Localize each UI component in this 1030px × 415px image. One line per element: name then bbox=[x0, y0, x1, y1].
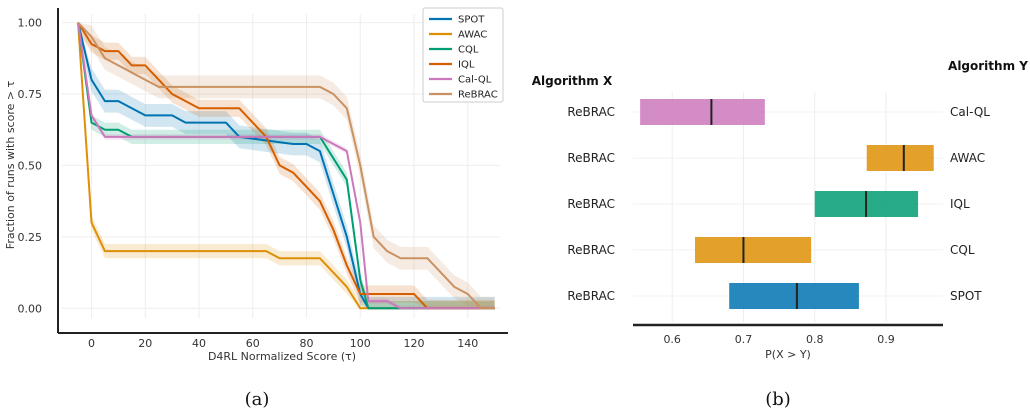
a-line-cal-ql bbox=[77, 22, 495, 310]
a-y-tick-label: 0.75 bbox=[18, 88, 43, 101]
a-y-tick-labels: 0.00 0.25 0.50 0.75 1.00 bbox=[18, 17, 43, 316]
b-algorithm-y-label: SPOT bbox=[950, 289, 982, 303]
a-y-tick-label: 0.50 bbox=[18, 159, 43, 172]
a-legend-label: CQL bbox=[458, 45, 479, 56]
a-line-awac bbox=[77, 22, 495, 310]
b-algorithm-x-labels: ReBRAC ReBRAC ReBRAC ReBRAC ReBRAC bbox=[567, 105, 615, 303]
a-x-tick-labels: 0 20 40 60 80 100 120 140 bbox=[88, 337, 478, 350]
b-caption: (b) bbox=[765, 389, 791, 410]
a-x-tick-label: 60 bbox=[246, 337, 260, 350]
b-x-tick-label: 0.6 bbox=[663, 333, 681, 346]
a-y-tick-label: 1.00 bbox=[18, 17, 43, 30]
a-legend: SPOT AWAC CQL IQL Cal-QL ReBRAC bbox=[422, 7, 504, 103]
b-interval-bar bbox=[695, 237, 812, 263]
a-x-tick-label: 80 bbox=[300, 337, 314, 350]
a-legend-label: IQL bbox=[458, 60, 475, 71]
b-algorithm-x-label: ReBRAC bbox=[567, 197, 615, 211]
a-x-tick-label: 0 bbox=[88, 337, 95, 350]
b-interval-bars bbox=[640, 99, 934, 309]
b-interval-bar bbox=[729, 283, 859, 309]
b-algorithm-y-label: CQL bbox=[950, 243, 975, 257]
a-line-rebrac bbox=[77, 21, 495, 310]
a-y-tick-label: 0.00 bbox=[18, 302, 43, 315]
a-legend-label: AWAC bbox=[458, 30, 487, 41]
a-band-iql bbox=[78, 22, 495, 309]
a-x-tick-label: 20 bbox=[138, 337, 152, 350]
b-x-axis-label: P(X > Y) bbox=[765, 348, 811, 361]
b-algorithm-x-label: ReBRAC bbox=[567, 289, 615, 303]
b-x-tick-label: 0.8 bbox=[806, 333, 824, 346]
a-x-tick-label: 40 bbox=[192, 337, 206, 350]
a-legend-label: SPOT bbox=[458, 15, 485, 26]
b-algorithm-y-label: AWAC bbox=[950, 151, 985, 165]
a-y-tick-label: 0.25 bbox=[18, 231, 43, 244]
panel-a: 0 20 40 60 80 100 120 140 0.000.250.500.751.00 … bbox=[4, 7, 508, 410]
b-algorithm-y-labels: Cal-QL AWAC IQL CQL SPOT bbox=[950, 105, 990, 303]
a-band-rebrac bbox=[78, 22, 495, 309]
b-x-tick-label: 0.9 bbox=[877, 333, 895, 346]
a-legend-label: Cal-QL bbox=[458, 75, 492, 86]
b-algorithm-y-label: IQL bbox=[950, 197, 970, 211]
a-caption: (a) bbox=[245, 389, 270, 410]
a-x-tick-label: 140 bbox=[457, 337, 478, 350]
b-algorithm-x-label: ReBRAC bbox=[567, 243, 615, 257]
a-x-axis-label: D4RL Normalized Score (τ) bbox=[208, 350, 356, 363]
a-confidence-bands bbox=[78, 22, 495, 309]
b-algorithm-x-label: ReBRAC bbox=[567, 105, 615, 119]
panel-b: 0.6 0.7 0.8 0.9 P(X > Y) Algorithm X Algori… bbox=[532, 59, 1029, 410]
b-header-algorithm-x: Algorithm X bbox=[532, 74, 613, 88]
a-x-tick-label: 120 bbox=[404, 337, 425, 350]
a-line-spot bbox=[77, 22, 495, 310]
b-x-tick-label: 0.7 bbox=[735, 333, 753, 346]
b-interval-bar bbox=[640, 99, 765, 125]
a-y-axis-label: Fraction of runs with score > τ bbox=[4, 80, 17, 249]
b-algorithm-y-label: Cal-QL bbox=[950, 105, 990, 119]
a-line-iql bbox=[77, 22, 495, 310]
a-x-tick-label: 100 bbox=[350, 337, 371, 350]
b-x-tick-labels: 0.6 0.7 0.8 0.9 bbox=[663, 333, 894, 346]
b-interval-bar bbox=[866, 145, 934, 171]
a-series-lines bbox=[77, 21, 495, 310]
b-header-algorithm-y: Algorithm Y bbox=[948, 59, 1028, 73]
a-legend-label: ReBRAC bbox=[458, 90, 498, 101]
b-algorithm-x-label: ReBRAC bbox=[567, 151, 615, 165]
